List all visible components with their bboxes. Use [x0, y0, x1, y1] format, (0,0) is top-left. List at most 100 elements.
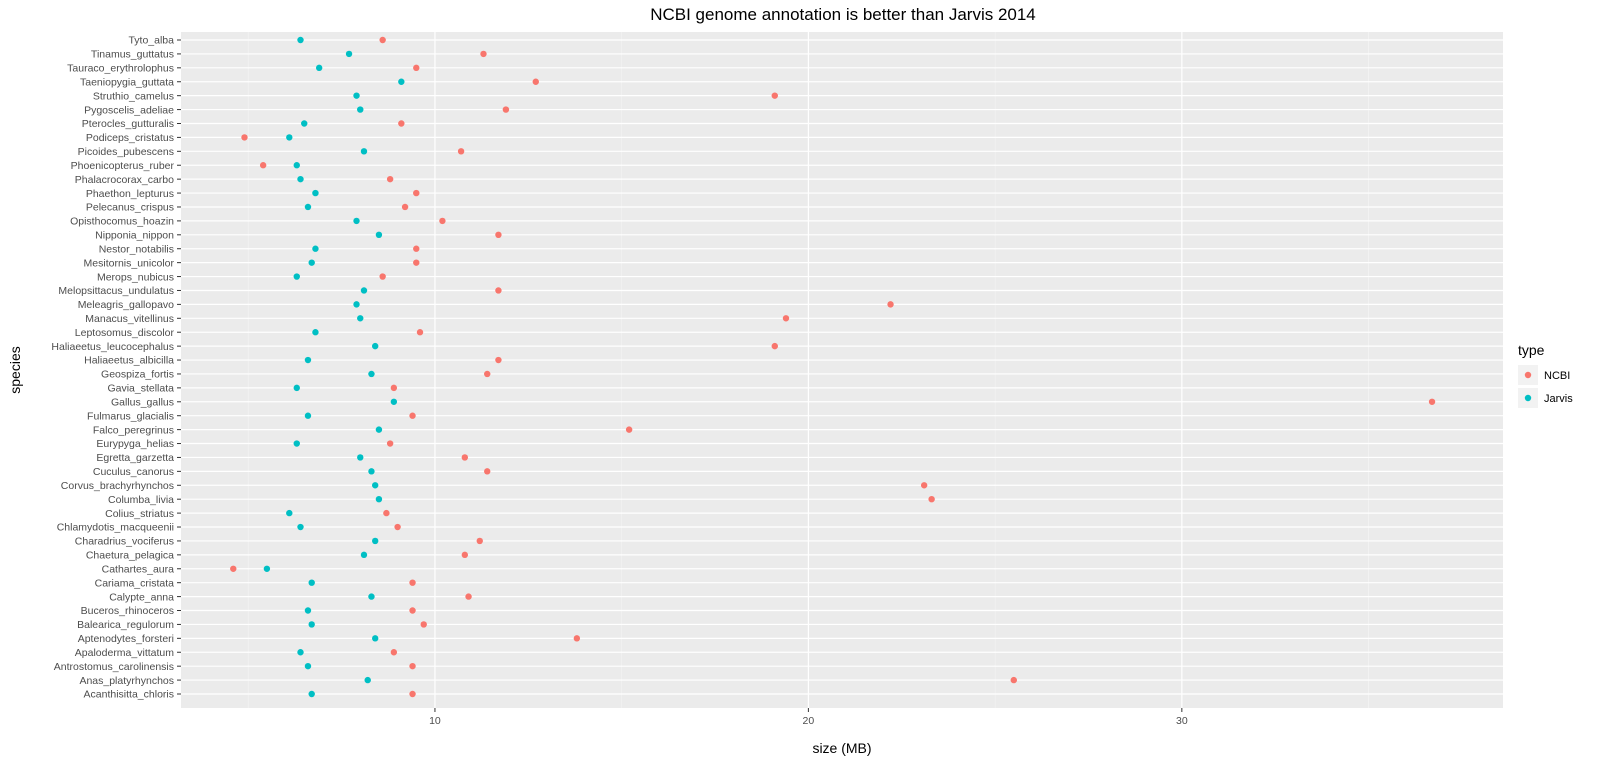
- data-point-ncbi: [771, 92, 778, 99]
- legend-label: NCBI: [1544, 370, 1570, 382]
- y-tick-label: Opisthocomus_hoazin: [70, 216, 174, 228]
- y-tick-label: Phoenicopterus_ruber: [71, 160, 175, 172]
- y-tick-label: Nipponia_nippon: [95, 230, 174, 242]
- y-tick-label: Pygoscelis_adeliae: [84, 104, 174, 116]
- data-point-jarvis: [357, 315, 364, 322]
- data-point-ncbi: [502, 106, 510, 113]
- data-point-jarvis: [293, 273, 300, 280]
- data-point-jarvis: [304, 662, 312, 670]
- data-point-ncbi: [409, 579, 416, 586]
- y-tick-label: Anas_platyrhynchos: [79, 675, 174, 687]
- data-point-ncbi: [457, 148, 465, 155]
- data-point-jarvis: [371, 482, 379, 489]
- data-point-ncbi: [413, 189, 420, 197]
- data-point-ncbi: [383, 509, 390, 517]
- data-point-ncbi: [771, 342, 778, 350]
- data-point-jarvis: [293, 384, 300, 392]
- data-point-ncbi: [573, 635, 581, 642]
- data-point-ncbi: [413, 259, 420, 266]
- y-tick-label: Geospiza_fortis: [101, 369, 174, 381]
- y-tick-label: Pelecanus_crispus: [86, 202, 174, 214]
- y-tick-label: Meleagris_gallopavo: [78, 299, 174, 311]
- y-tick-label: Taeniopygia_guttata: [80, 76, 174, 88]
- data-point-jarvis: [312, 245, 319, 252]
- y-tick-label: Chlamydotis_macqueenii: [57, 522, 174, 534]
- y-tick-label: Struthio_camelus: [93, 90, 174, 102]
- data-point-jarvis: [353, 92, 360, 99]
- y-tick-label: Balearica_regulorum: [77, 619, 174, 631]
- data-point-jarvis: [293, 440, 300, 447]
- data-point-jarvis: [263, 565, 271, 572]
- data-point-jarvis: [297, 523, 304, 531]
- data-point-jarvis: [315, 64, 323, 72]
- y-tick-label: Podiceps_cristatus: [86, 132, 174, 144]
- y-tick-label: Cuculus_canorus: [93, 466, 174, 478]
- data-point-jarvis: [308, 259, 315, 266]
- y-tick-label: Haliaeetus_albicilla: [84, 355, 174, 367]
- legend-label: Jarvis: [1544, 393, 1573, 405]
- y-tick-label: Melopsittacus_undulatus: [58, 285, 174, 297]
- y-tick-label: Tauraco_erythrolophus: [67, 63, 174, 75]
- data-point-ncbi: [532, 78, 539, 85]
- y-tick-label: Calypte_anna: [109, 591, 174, 603]
- y-tick-label: Merops_nubicus: [97, 271, 174, 283]
- data-point-ncbi: [484, 468, 491, 475]
- legend-key-ncbi: [1524, 371, 1532, 379]
- data-point-ncbi: [401, 203, 409, 211]
- data-point-ncbi: [625, 426, 633, 433]
- y-tick-label: Tyto_alba: [128, 35, 174, 47]
- data-point-ncbi: [379, 273, 386, 280]
- data-point-jarvis: [360, 551, 368, 559]
- data-point-ncbi: [928, 495, 935, 503]
- legend-key-jarvis: [1524, 394, 1532, 402]
- data-point-jarvis: [286, 134, 293, 141]
- x-axis-title: size (MB): [812, 740, 871, 756]
- data-point-jarvis: [375, 495, 383, 503]
- y-tick-label: Egretta_garzetta: [96, 452, 174, 464]
- data-point-ncbi: [495, 356, 502, 364]
- plot-panel: [181, 32, 1503, 708]
- data-point-jarvis: [375, 426, 383, 433]
- data-point-jarvis: [360, 287, 368, 294]
- data-point-jarvis: [293, 162, 300, 169]
- data-point-ncbi: [920, 482, 928, 489]
- y-tick-label: Falco_peregrinus: [93, 424, 174, 436]
- y-axis-title: species: [7, 346, 23, 393]
- data-point-ncbi: [461, 454, 469, 461]
- data-point-jarvis: [390, 398, 398, 405]
- data-point-ncbi: [386, 440, 394, 447]
- data-point-jarvis: [371, 537, 379, 545]
- y-tick-label: Fulmarus_glacialis: [87, 410, 174, 422]
- y-tick-label: Aptenodytes_forsteri: [78, 633, 174, 645]
- x-tick-label: 30: [1176, 715, 1188, 727]
- data-point-ncbi: [394, 523, 401, 531]
- data-point-jarvis: [297, 36, 304, 44]
- data-point-jarvis: [286, 509, 293, 517]
- data-point-jarvis: [357, 454, 364, 461]
- minor-gridlines: [247, 32, 1369, 708]
- data-point-ncbi: [241, 134, 248, 141]
- legend-title: type: [1518, 342, 1545, 358]
- data-point-ncbi: [409, 690, 416, 698]
- data-point-jarvis: [304, 203, 312, 211]
- data-point-ncbi: [1428, 398, 1436, 405]
- data-point-ncbi: [379, 36, 386, 44]
- data-point-jarvis: [297, 175, 304, 183]
- y-tick-label: Colius_striatus: [105, 508, 174, 520]
- chart-title: NCBI genome annotation is better than Ja…: [650, 5, 1036, 24]
- data-point-ncbi: [416, 329, 424, 336]
- data-point-ncbi: [495, 231, 502, 239]
- data-point-jarvis: [312, 329, 319, 336]
- y-tick-label: Gallus_gallus: [111, 396, 174, 408]
- data-point-jarvis: [398, 78, 405, 85]
- data-point-ncbi: [409, 607, 416, 614]
- data-point-jarvis: [304, 412, 312, 419]
- y-tick-label: Picoides_pubescens: [78, 146, 174, 158]
- data-point-jarvis: [364, 676, 371, 684]
- data-point-ncbi: [887, 301, 894, 308]
- y-tick-label: Buceros_rhinoceros: [81, 605, 174, 617]
- data-point-ncbi: [390, 384, 398, 392]
- data-point-ncbi: [409, 662, 416, 670]
- y-tick-label: Leptosomus_discolor: [75, 327, 175, 339]
